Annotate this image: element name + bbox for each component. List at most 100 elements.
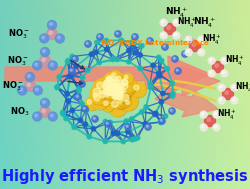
Bar [66, 65, 70, 68]
Bar [81, 84, 85, 87]
Bar [197, 72, 201, 76]
Bar [40, 153, 45, 156]
Bar [169, 79, 173, 83]
Bar [72, 27, 76, 31]
Bar [172, 72, 176, 76]
Bar [231, 183, 235, 187]
Bar [110, 122, 114, 125]
Bar [228, 134, 232, 137]
Bar [122, 134, 126, 137]
Bar [147, 1, 151, 5]
Bar [234, 46, 238, 50]
Bar [169, 131, 173, 135]
Bar [138, 134, 141, 137]
Bar [181, 72, 185, 76]
Bar [212, 53, 216, 57]
Bar [194, 18, 198, 21]
Bar [197, 32, 201, 36]
Bar [144, 119, 148, 123]
Bar [116, 37, 120, 40]
Bar [162, 63, 166, 66]
Bar [181, 160, 185, 163]
Bar [138, 171, 141, 175]
Bar [72, 13, 76, 17]
Bar [22, 98, 26, 102]
Bar [106, 112, 110, 116]
Bar [12, 129, 16, 132]
Circle shape [110, 79, 116, 85]
Circle shape [116, 90, 127, 101]
Bar [100, 63, 104, 66]
Bar [188, 11, 192, 14]
Bar [225, 72, 229, 76]
Bar [234, 146, 238, 149]
Bar [178, 164, 182, 168]
Bar [128, 84, 132, 87]
Bar [153, 167, 157, 170]
Bar [116, 98, 120, 102]
Bar [225, 0, 229, 2]
Bar [219, 13, 223, 17]
Bar [175, 169, 179, 172]
Bar [40, 63, 45, 66]
Bar [31, 94, 35, 97]
Bar [84, 98, 88, 102]
Bar [103, 79, 107, 83]
Bar [72, 117, 76, 121]
Bar [160, 167, 164, 170]
Bar [147, 171, 151, 175]
Bar [62, 186, 66, 189]
Bar [116, 105, 120, 109]
Bar [128, 98, 132, 102]
Bar [162, 153, 166, 156]
Circle shape [106, 76, 112, 82]
Bar [160, 96, 164, 99]
Bar [47, 108, 51, 111]
Bar [190, 117, 195, 121]
Bar [22, 39, 26, 43]
Bar [194, 70, 198, 73]
Bar [66, 169, 70, 172]
Bar [81, 9, 85, 12]
Bar [131, 6, 135, 9]
Bar [166, 164, 170, 168]
Bar [84, 112, 88, 116]
Bar [181, 84, 185, 87]
Bar [210, 160, 214, 163]
Bar [50, 146, 54, 149]
Bar [162, 60, 166, 64]
Bar [25, 53, 29, 57]
Bar [188, 75, 192, 78]
Bar [6, 96, 10, 99]
Bar [116, 49, 120, 52]
Bar [19, 6, 23, 9]
Bar [150, 148, 154, 151]
Bar [125, 176, 129, 180]
Bar [6, 164, 10, 168]
Bar [84, 103, 88, 106]
Bar [247, 77, 250, 80]
Bar [19, 27, 23, 31]
Bar [162, 13, 166, 17]
Bar [12, 98, 16, 102]
Bar [72, 112, 76, 116]
Bar [225, 32, 229, 36]
Bar [16, 72, 20, 76]
Bar [241, 79, 245, 83]
Bar [197, 63, 201, 66]
Bar [178, 171, 182, 175]
Bar [100, 91, 104, 94]
Bar [162, 6, 166, 9]
Bar [88, 1, 92, 5]
Bar [219, 77, 223, 80]
Bar [53, 86, 57, 90]
Bar [169, 112, 173, 116]
Bar [100, 18, 104, 21]
Bar [225, 56, 229, 59]
Bar [112, 127, 116, 130]
Bar [25, 51, 29, 54]
Bar [144, 13, 148, 17]
Bar [66, 160, 70, 163]
Bar [84, 181, 88, 184]
Bar [69, 75, 73, 78]
